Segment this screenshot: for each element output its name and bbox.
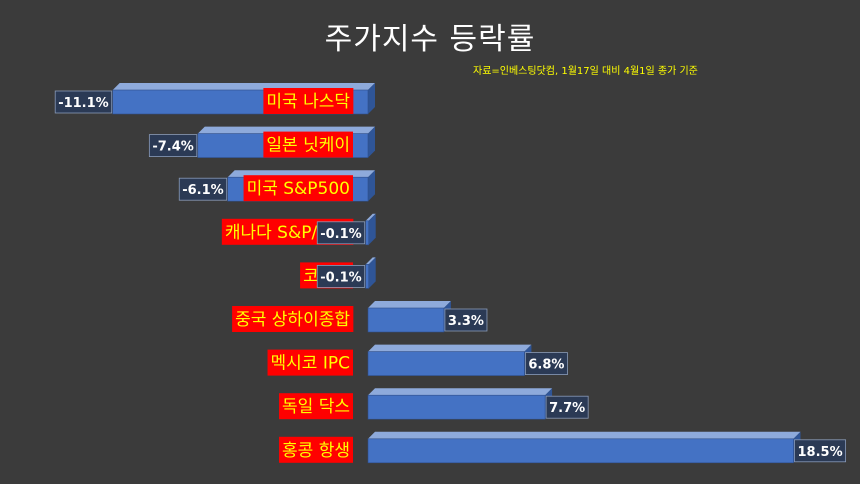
category-label-bg [263, 88, 354, 114]
bar-group-6 [367, 344, 532, 376]
category-label: 홍콩 항생 [282, 441, 350, 461]
category-label-bg [279, 436, 353, 463]
bar [367, 438, 794, 464]
bar-group-8 [367, 431, 801, 464]
category-label: 미국 S&P500 [247, 179, 350, 199]
value-label-bg [525, 352, 568, 376]
bar-top [365, 213, 376, 221]
value-label: 3.3% [448, 314, 484, 329]
value-label: 18.5% [798, 445, 843, 460]
value-label: -7.4% [152, 140, 193, 155]
bar-top [365, 257, 376, 265]
bar-side [368, 126, 375, 158]
bar [365, 264, 370, 289]
value-label: 7.7% [549, 401, 585, 416]
source-note: 자료=인베스팅닷컴, 1월17일 대비 4월1일 종가 기준 [473, 66, 698, 77]
bar-side [368, 213, 376, 245]
value-label: -6.1% [182, 183, 223, 198]
value-label-bg [178, 177, 228, 201]
category-label: 중국 상하이종합 [235, 310, 350, 330]
category-label-bg [263, 131, 353, 158]
value-label-bg [316, 264, 366, 288]
value-label: -0.1% [320, 270, 361, 285]
category-label: 미국 나스닥 [266, 92, 350, 112]
category-label: 일본 닛케이 [266, 136, 350, 156]
value-label: -11.1% [58, 96, 109, 111]
value-label-bg [444, 308, 488, 332]
category-label-bg [232, 306, 354, 332]
bar [367, 307, 445, 333]
bar [367, 394, 546, 420]
bar-group-7 [367, 388, 553, 420]
bar [367, 351, 525, 376]
value-label-bg [545, 395, 589, 419]
bar-top [368, 431, 801, 439]
value-label: -0.1% [320, 227, 361, 242]
value-label-bg [54, 90, 113, 114]
bar-group-3 [365, 213, 376, 246]
value-label-bg [794, 439, 847, 463]
bar-top [368, 344, 532, 352]
bar-side [368, 170, 375, 202]
category-label: 멕시코 IPC [271, 354, 350, 374]
value-label-bg [316, 221, 366, 245]
bar-side [368, 83, 375, 114]
category-label: 독일 닥스 [282, 397, 350, 417]
category-label-bg [279, 393, 353, 420]
bar-side [368, 257, 376, 289]
bar-group-4 [365, 257, 376, 289]
category-label-bg [243, 175, 353, 202]
chart-title: 주가지수 등락률 [324, 22, 536, 57]
bar-top [368, 388, 553, 396]
value-label-bg [148, 134, 198, 158]
category-label-bg [267, 349, 353, 376]
bar-top [368, 301, 451, 308]
bar [365, 220, 370, 246]
bar-group-5 [367, 301, 451, 333]
value-label: 6.8% [528, 358, 564, 373]
